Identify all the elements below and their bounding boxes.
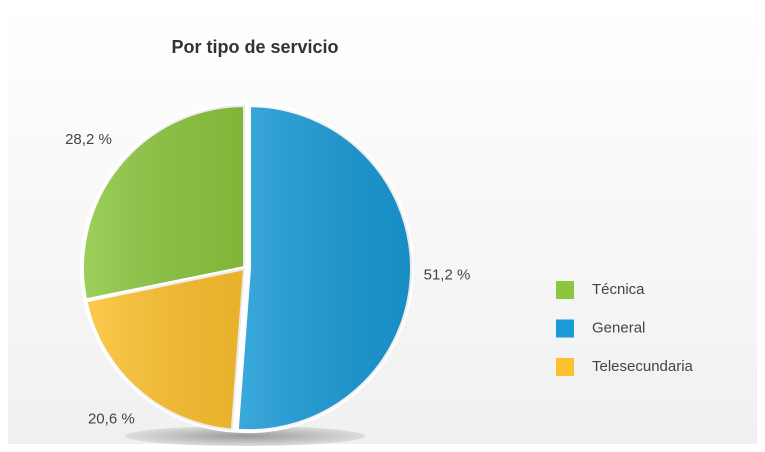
slice-shine [82, 105, 245, 301]
value-label: 51,2 % [424, 267, 471, 284]
value-label: 28,2 % [65, 131, 112, 148]
legend-label: Telesecundaria [592, 358, 694, 375]
chart-title: Por tipo de servicio [171, 37, 338, 57]
slice-shine [236, 105, 412, 432]
legend-swatch [556, 319, 574, 338]
value-label: 20,6 % [88, 411, 135, 428]
legend-swatch [556, 281, 574, 299]
legend-swatch [556, 358, 574, 376]
slice-shine [85, 268, 245, 431]
legend-label: General [592, 319, 645, 336]
legend-label: Técnica [592, 281, 645, 298]
pie-shadow [125, 426, 365, 446]
